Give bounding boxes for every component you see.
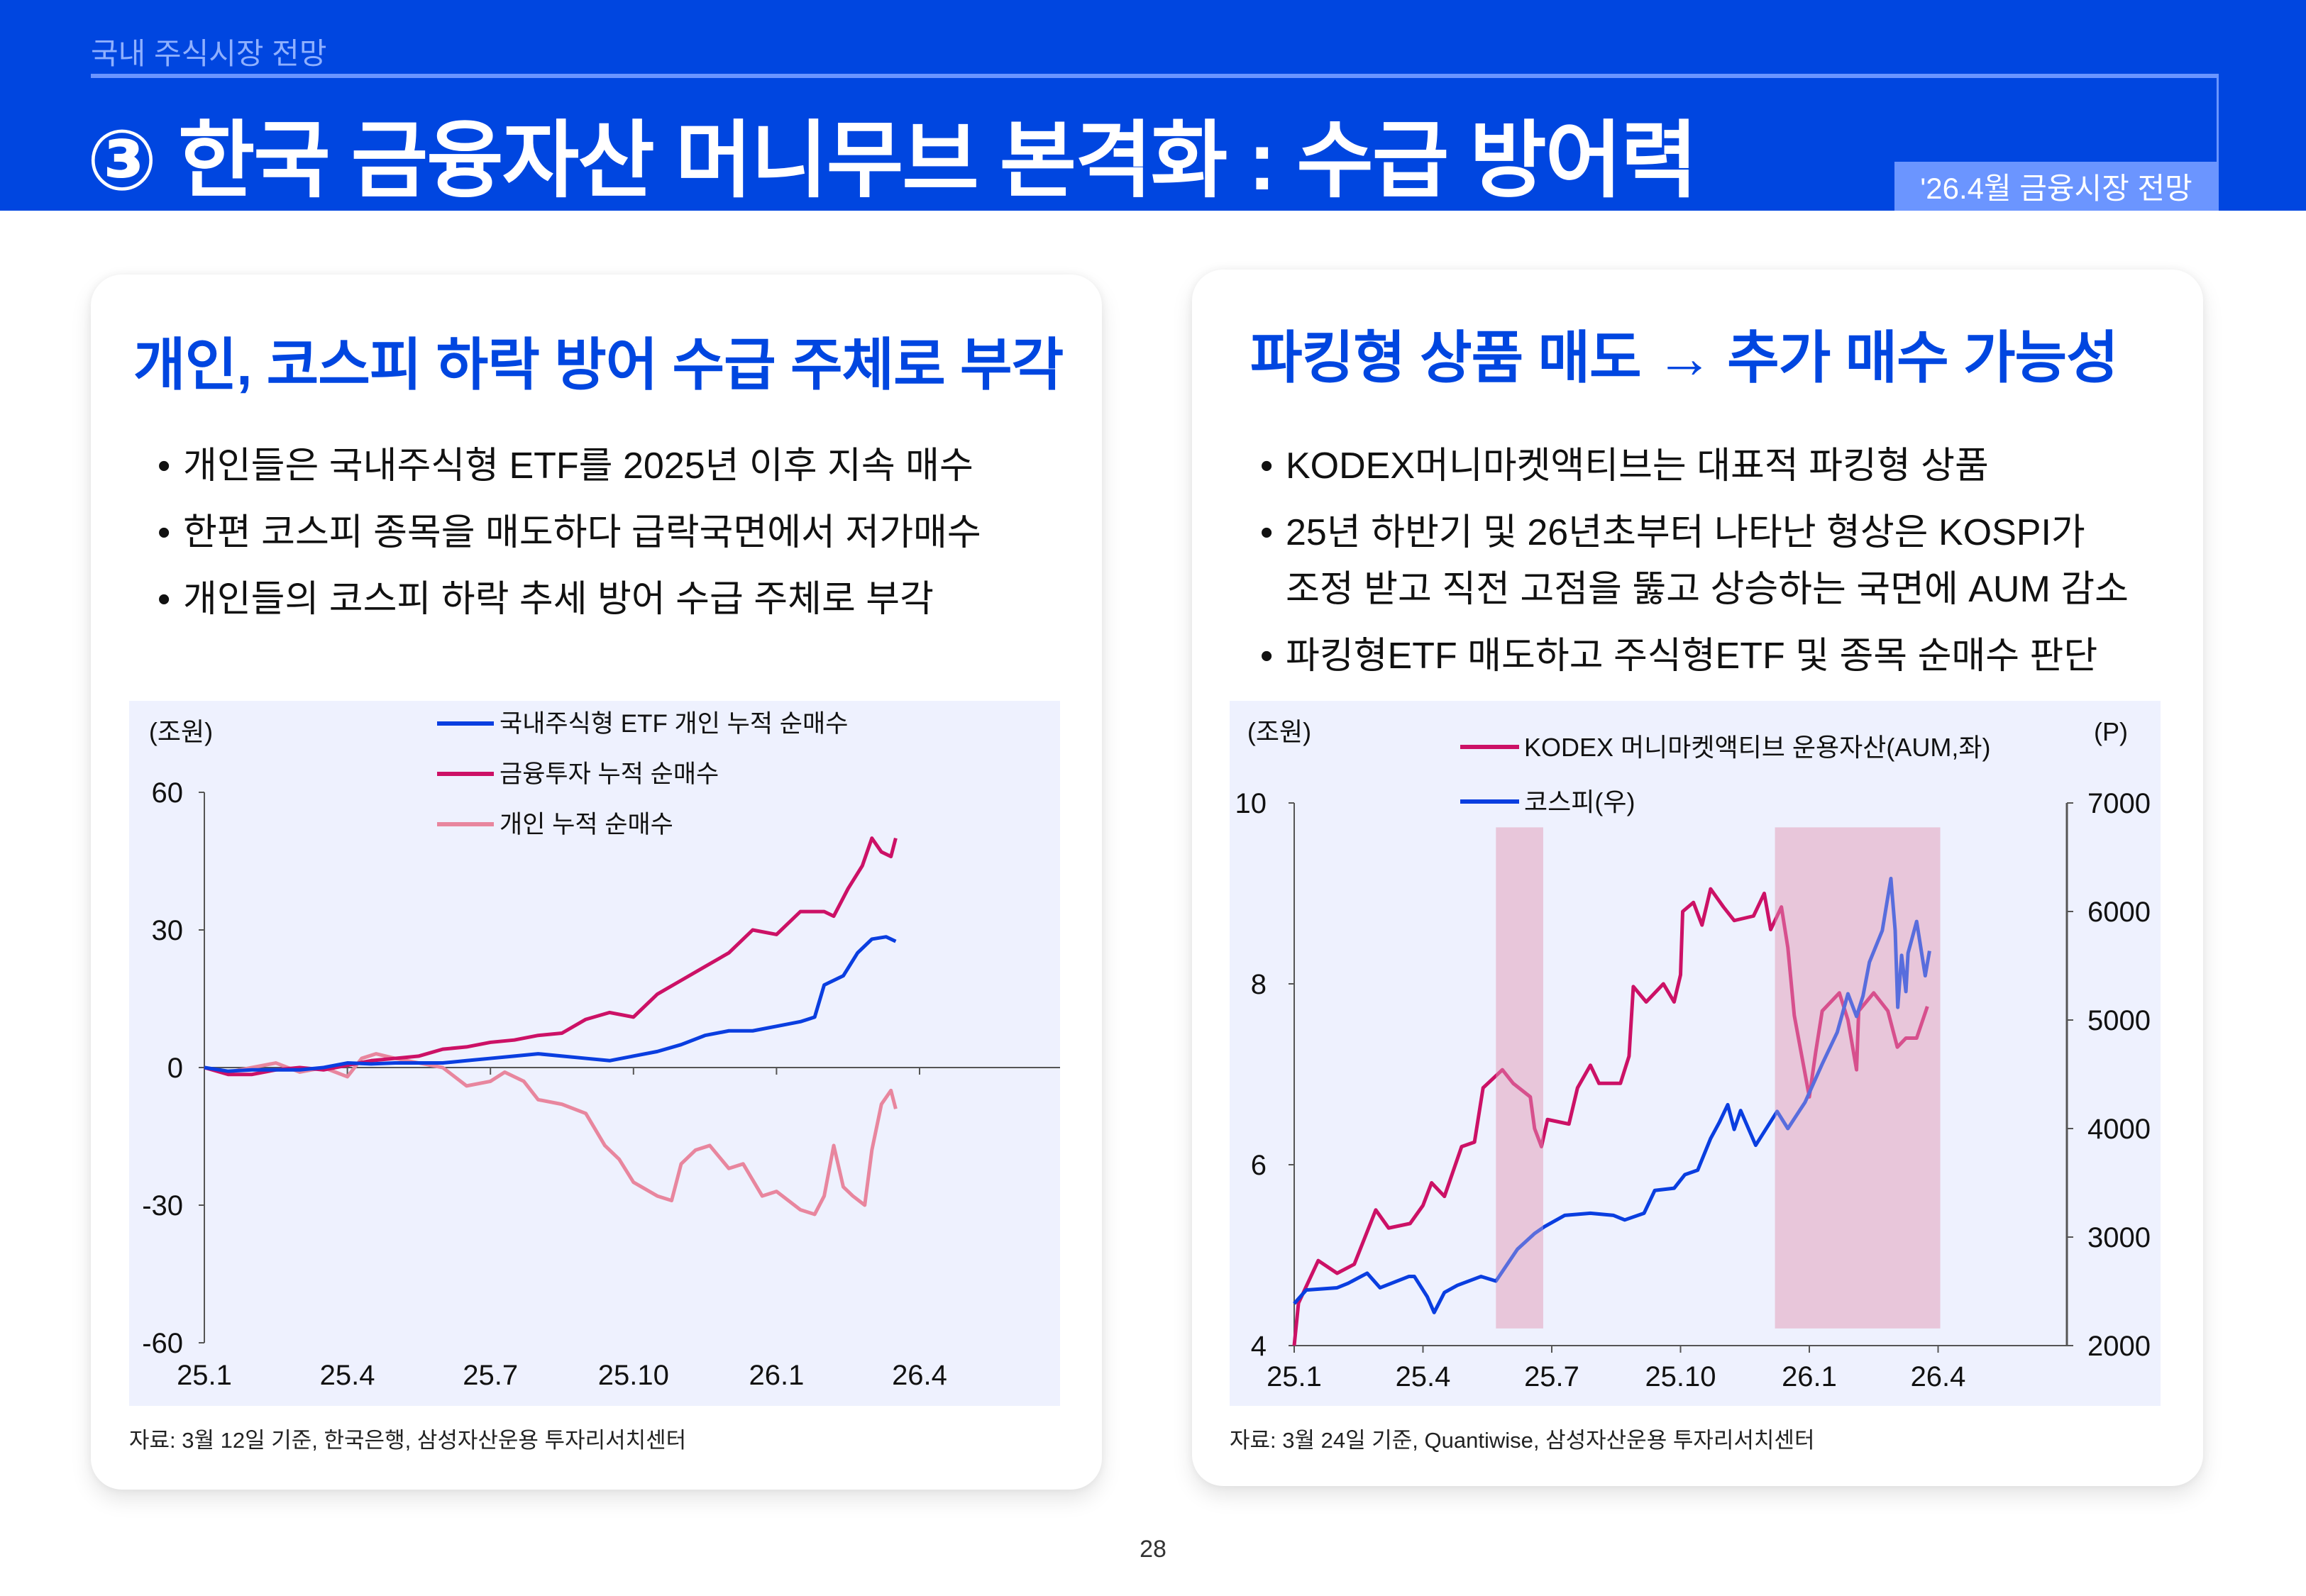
series-line-0 — [204, 935, 897, 1073]
y2-axis-unit: (P) — [2094, 717, 2128, 746]
y-tick-label: 6 — [1251, 1150, 1267, 1181]
shaded-period-overlay — [1775, 827, 1941, 1329]
x-tick-label: 25.7 — [1524, 1361, 1579, 1392]
x-tick-label: 25.4 — [320, 1360, 375, 1391]
right-chart-area — [1230, 701, 2161, 1406]
left-bullet-3: • 개인들의 코스피 하락 추세 방어 수급 주체로 부각 — [158, 579, 934, 620]
header-divider-vertical — [2217, 74, 2219, 211]
y2-tick-label: 6000 — [2087, 897, 2151, 928]
section-label: 국내 주식시장 전망 — [91, 37, 327, 70]
right-panel-title: 파킹형 상품 매도 → 추가 매수 가능성 — [1250, 326, 2119, 389]
y-tick-label: 10 — [1235, 788, 1267, 819]
shaded-period — [1775, 827, 1941, 1329]
y-tick-label: 0 — [167, 1053, 183, 1084]
y-tick-label: -30 — [142, 1190, 183, 1221]
y-tick-label: 60 — [152, 777, 184, 809]
x-tick-label: 26.4 — [892, 1360, 947, 1391]
bullet-text: 한편 코스피 종목을 매도하다 급락국면에서 저가매수 — [183, 512, 981, 553]
series-line-1 — [204, 836, 898, 1077]
legend-label: 금융투자 누적 순매수 — [500, 760, 719, 788]
bullet-text: 25년 하반기 및 26년초부터 나타난 형상은 KOSPI가 — [1286, 512, 2085, 553]
bullet-text: KODEX머니마켓액티브는 대표적 파킹형 상품 — [1286, 445, 1989, 487]
y-tick-label: 30 — [152, 915, 184, 946]
report-badge: '26.4월 금융시장 전망 — [1894, 162, 2218, 211]
legend-label: 코스피(우) — [1524, 787, 1635, 816]
x-tick-label: 26.1 — [749, 1360, 804, 1391]
right-bullet-3: • 파킹형ETF 매도하고 주식형ETF 및 종목 순매수 판단 — [1260, 636, 2098, 677]
right-source-note: 자료: 3월 24일 기준, Quantiwise, 삼성자산운용 투자리서치센… — [1230, 1428, 1815, 1453]
header-divider — [91, 74, 2218, 78]
series-line-2 — [204, 1052, 898, 1217]
series-line-1 — [1293, 876, 1931, 1314]
y-axis-unit: (조원) — [149, 717, 213, 746]
left-bullet-2: • 한편 코스피 종목을 매도하다 급락국면에서 저가매수 — [158, 512, 981, 553]
x-tick-label: 26.1 — [1782, 1361, 1837, 1392]
left-source-note: 자료: 3월 12일 기준, 한국은행, 삼성자산운용 투자리서치센터 — [129, 1428, 687, 1453]
y2-tick-label: 3000 — [2087, 1222, 2151, 1253]
x-tick-label: 25.10 — [598, 1360, 669, 1391]
y-tick-label: 8 — [1251, 969, 1267, 1000]
shaded-period-overlay — [1496, 827, 1543, 1329]
x-tick-label: 25.10 — [1645, 1361, 1716, 1392]
y2-tick-label: 7000 — [2087, 788, 2151, 819]
y-axis-unit: (조원) — [1247, 717, 1311, 746]
y-tick-label: 4 — [1251, 1331, 1267, 1362]
bullet-text: 개인들은 국내주식형 ETF를 2025년 이후 지속 매수 — [183, 445, 973, 487]
bullet-text: 파킹형ETF 매도하고 주식형ETF 및 종목 순매수 판단 — [1286, 636, 2098, 677]
y2-tick-label: 4000 — [2087, 1114, 2151, 1145]
right-chart: 10 8 6 4 7000 6000 5000 4000 3000 2000 25.1 25.4 25.… — [1235, 717, 2151, 1392]
left-panel-title: 개인, 코스피 하락 방어 수급 주체로 부각 — [133, 333, 1064, 397]
bullet-text: 개인들의 코스피 하락 추세 방어 수급 주체로 부각 — [183, 579, 934, 620]
y2-tick-label: 5000 — [2087, 1005, 2151, 1036]
left-bullet-1: • 개인들은 국내주식형 ETF를 2025년 이후 지속 매수 — [158, 445, 973, 487]
x-tick-label: 25.4 — [1396, 1361, 1451, 1392]
page-title: ③ 한국 금융자산 머니무브 본격화 : 수급 방어력 — [87, 114, 1698, 208]
legend-label: KODEX 머니마켓액티브 운용자산(AUM,좌) — [1524, 733, 1990, 762]
y2-tick-label: 2000 — [2087, 1331, 2151, 1362]
legend-label: 국내주식형 ETF 개인 누적 순매수 — [500, 710, 848, 738]
right-bullet-2-cont: 조정 받고 직전 고점을 뚫고 상승하는 국면에 AUM 감소 — [1286, 569, 2129, 610]
x-tick-label: 25.7 — [463, 1360, 518, 1391]
series-line-0 — [1292, 887, 1929, 1346]
left-chart-area — [129, 701, 1060, 1406]
right-bullet-1: • KODEX머니마켓액티브는 대표적 파킹형 상품 — [1260, 445, 1989, 487]
x-tick-label: 25.1 — [177, 1360, 232, 1391]
y-tick-label: -60 — [142, 1328, 183, 1359]
legend-label: 개인 누적 순매수 — [500, 811, 673, 838]
page-number: 28 — [1140, 1536, 1166, 1563]
right-bullet-2: • 25년 하반기 및 26년초부터 나타난 형상은 KOSPI가 — [1260, 512, 2085, 553]
x-tick-label: 26.4 — [1911, 1361, 1966, 1392]
x-tick-label: 25.1 — [1267, 1361, 1322, 1392]
